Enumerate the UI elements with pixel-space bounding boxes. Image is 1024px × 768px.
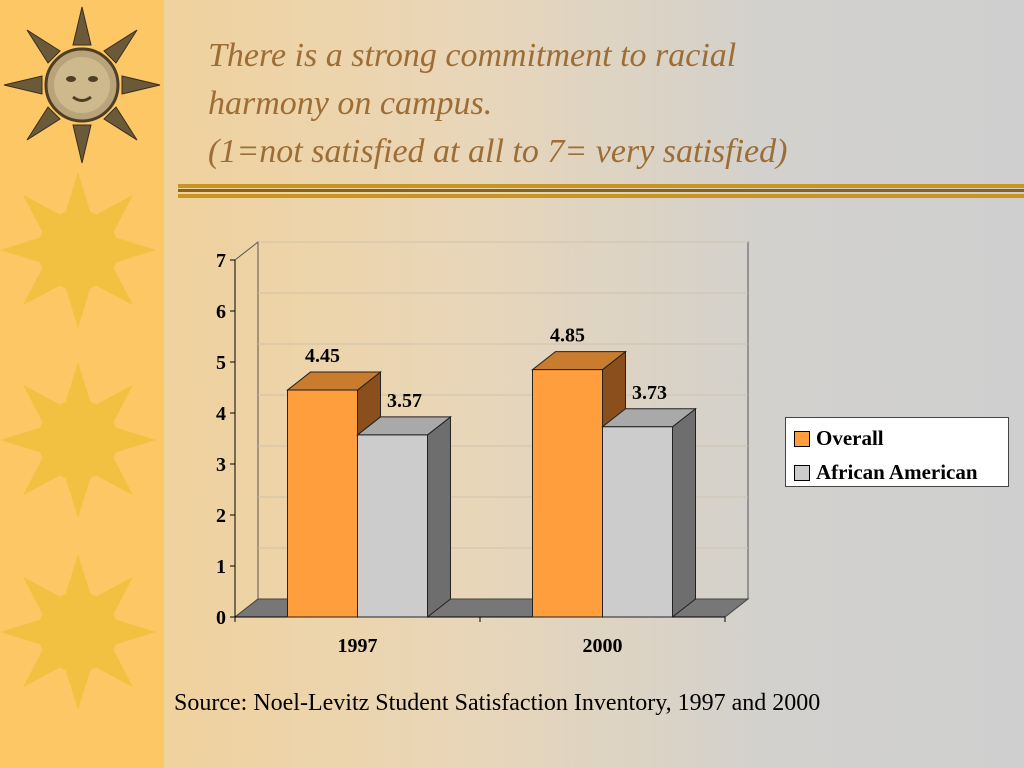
plot-side-wall [234,240,259,619]
page-title: There is a strong commitment to racial h… [208,32,787,176]
legend-swatch-overall [794,430,810,447]
legend-swatch-african-american [794,464,810,481]
metal-sun-icon [3,6,161,164]
chart-legend: Overall African American [785,417,1009,487]
bar-side-african-american-2000 [672,407,696,619]
legend-label-african-american: African American [816,460,978,484]
x-tick-label: 2000 [583,635,623,657]
y-tick-label: 7 [216,250,226,272]
data-label-african-american-2000: 3.73 [632,382,667,404]
legend-item-african-american: African American [794,460,978,485]
data-label-overall-2000: 4.85 [550,325,585,347]
y-tick-label: 2 [216,505,226,527]
x-tick-label: 1997 [338,635,378,657]
data-label-african-american-1997: 3.57 [387,390,422,412]
title-line-1: There is a strong commitment to racial [208,37,737,74]
legend-item-overall: Overall [794,426,884,451]
bar-african-american-2000 [602,426,673,618]
decorative-sidebar [0,0,164,768]
bar-overall-1997 [287,389,358,618]
sun-decorations [0,6,161,710]
y-tick-label: 0 [216,607,226,629]
y-tick-label: 5 [216,352,226,374]
bar-african-american-1997 [357,434,428,618]
title-line-3: (1=not satisfied at all to 7= very satis… [208,133,788,170]
y-tick-label: 4 [216,403,226,425]
sun-icon [38,592,118,672]
sun-icon [38,400,118,480]
bar-overall-2000 [532,369,603,618]
legend-label-overall: Overall [816,426,884,450]
bar-side-african-american-1997 [427,415,451,619]
source-note: Source: Noel-Levitz Student Satisfaction… [174,690,821,716]
sun-icon [38,210,118,290]
y-tick-label: 1 [216,556,226,578]
title-divider [178,184,1024,198]
title-line-2: harmony on campus. [208,85,493,122]
data-label-overall-1997: 4.45 [305,345,340,367]
y-tick-label: 3 [216,454,226,476]
bar-chart: 0 1 2 3 4 5 6 7 1997 2000 4.45 3.57 4.85 3.73 [216,240,750,657]
y-tick-label: 6 [216,301,226,323]
